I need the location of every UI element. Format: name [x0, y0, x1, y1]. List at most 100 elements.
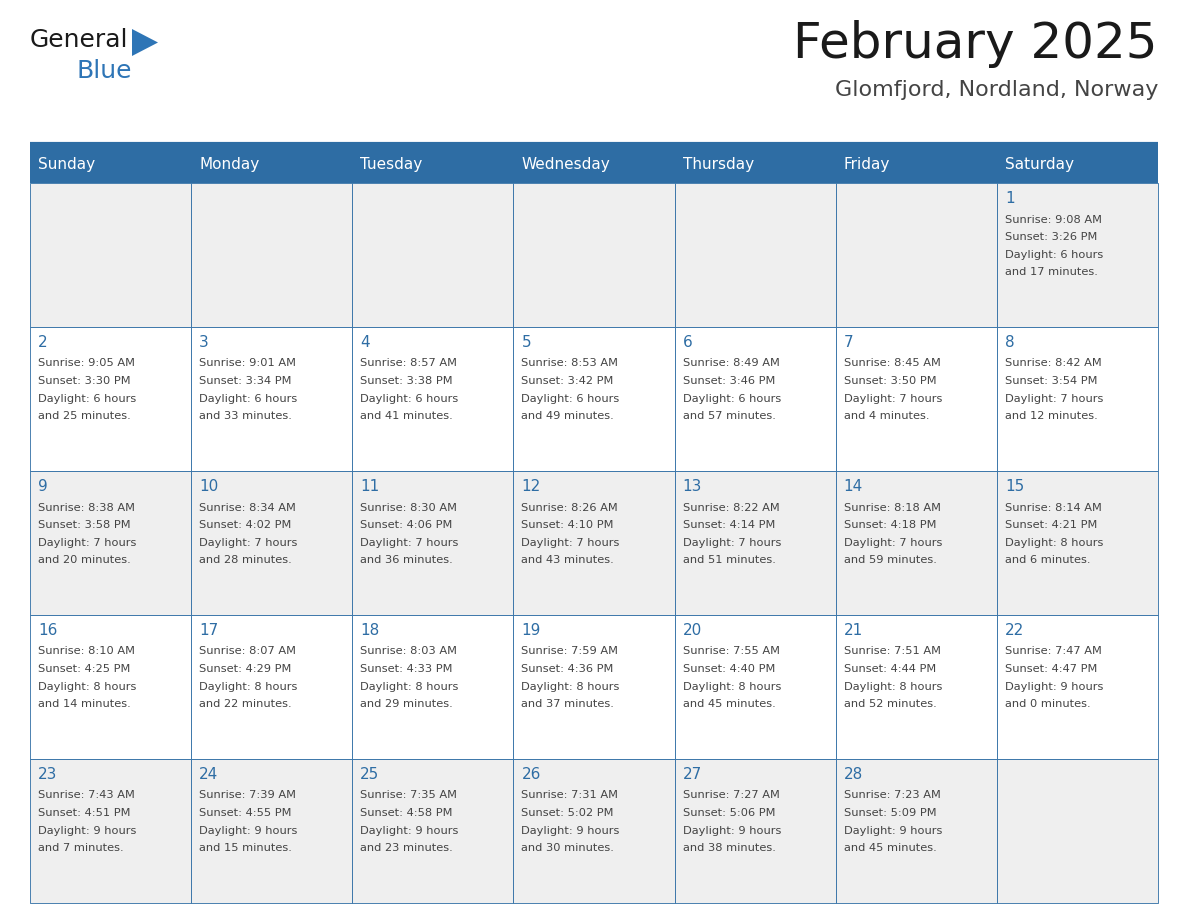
- Text: Sunset: 3:30 PM: Sunset: 3:30 PM: [38, 376, 131, 386]
- Bar: [30, 471, 191, 615]
- Bar: [30, 183, 191, 327]
- Text: and 25 minutes.: and 25 minutes.: [38, 411, 131, 421]
- Text: 12: 12: [522, 479, 541, 494]
- Text: 26: 26: [522, 767, 541, 782]
- Text: and 4 minutes.: and 4 minutes.: [843, 411, 929, 421]
- Text: 15: 15: [1005, 479, 1024, 494]
- Bar: [675, 327, 835, 471]
- Text: Daylight: 9 hours: Daylight: 9 hours: [1005, 681, 1104, 691]
- Text: Daylight: 7 hours: Daylight: 7 hours: [360, 538, 459, 547]
- Bar: [675, 615, 835, 759]
- Text: Sunset: 5:06 PM: Sunset: 5:06 PM: [683, 808, 775, 818]
- Text: and 28 minutes.: and 28 minutes.: [200, 555, 292, 565]
- Text: Daylight: 7 hours: Daylight: 7 hours: [522, 538, 620, 547]
- Text: 8: 8: [1005, 335, 1015, 350]
- Polygon shape: [132, 29, 158, 56]
- Text: 24: 24: [200, 767, 219, 782]
- Bar: [513, 615, 675, 759]
- Text: Sunset: 4:40 PM: Sunset: 4:40 PM: [683, 664, 775, 674]
- Text: and 43 minutes.: and 43 minutes.: [522, 555, 614, 565]
- Text: and 22 minutes.: and 22 minutes.: [200, 699, 292, 709]
- Text: Sunrise: 8:42 AM: Sunrise: 8:42 AM: [1005, 359, 1101, 368]
- Text: 7: 7: [843, 335, 853, 350]
- Text: Sunrise: 7:39 AM: Sunrise: 7:39 AM: [200, 790, 296, 800]
- Bar: [997, 145, 1158, 183]
- Text: Daylight: 7 hours: Daylight: 7 hours: [843, 538, 942, 547]
- Text: 27: 27: [683, 767, 702, 782]
- Text: Daylight: 8 hours: Daylight: 8 hours: [843, 681, 942, 691]
- Text: and 51 minutes.: and 51 minutes.: [683, 555, 776, 565]
- Text: 17: 17: [200, 623, 219, 638]
- Text: 23: 23: [38, 767, 57, 782]
- Bar: [191, 145, 353, 183]
- Bar: [513, 327, 675, 471]
- Text: Sunrise: 8:34 AM: Sunrise: 8:34 AM: [200, 502, 296, 512]
- Text: Sunrise: 7:31 AM: Sunrise: 7:31 AM: [522, 790, 619, 800]
- Text: Sunrise: 8:07 AM: Sunrise: 8:07 AM: [200, 646, 296, 656]
- Text: and 37 minutes.: and 37 minutes.: [522, 699, 614, 709]
- Text: Sunset: 4:44 PM: Sunset: 4:44 PM: [843, 664, 936, 674]
- Text: and 17 minutes.: and 17 minutes.: [1005, 267, 1098, 277]
- Text: 1: 1: [1005, 191, 1015, 206]
- Text: and 52 minutes.: and 52 minutes.: [843, 699, 936, 709]
- Bar: [513, 183, 675, 327]
- Text: Daylight: 9 hours: Daylight: 9 hours: [200, 825, 297, 835]
- Text: Sunrise: 8:38 AM: Sunrise: 8:38 AM: [38, 502, 135, 512]
- Text: and 45 minutes.: and 45 minutes.: [843, 843, 936, 853]
- Text: 16: 16: [38, 623, 57, 638]
- Text: Sunset: 4:58 PM: Sunset: 4:58 PM: [360, 808, 453, 818]
- Text: Sunrise: 7:43 AM: Sunrise: 7:43 AM: [38, 790, 135, 800]
- Text: 18: 18: [360, 623, 379, 638]
- Bar: [353, 615, 513, 759]
- Bar: [835, 327, 997, 471]
- Text: and 30 minutes.: and 30 minutes.: [522, 843, 614, 853]
- Text: 25: 25: [360, 767, 379, 782]
- Text: Sunset: 4:18 PM: Sunset: 4:18 PM: [843, 520, 936, 530]
- Text: and 15 minutes.: and 15 minutes.: [200, 843, 292, 853]
- Text: 9: 9: [38, 479, 48, 494]
- Text: and 41 minutes.: and 41 minutes.: [360, 411, 453, 421]
- Text: Sunrise: 8:49 AM: Sunrise: 8:49 AM: [683, 359, 779, 368]
- Text: Daylight: 8 hours: Daylight: 8 hours: [200, 681, 297, 691]
- Text: and 14 minutes.: and 14 minutes.: [38, 699, 131, 709]
- Bar: [513, 145, 675, 183]
- Text: Sunset: 3:38 PM: Sunset: 3:38 PM: [360, 376, 453, 386]
- Text: and 7 minutes.: and 7 minutes.: [38, 843, 124, 853]
- Text: and 36 minutes.: and 36 minutes.: [360, 555, 453, 565]
- Text: Blue: Blue: [77, 59, 133, 83]
- Text: Sunset: 4:02 PM: Sunset: 4:02 PM: [200, 520, 291, 530]
- Text: 5: 5: [522, 335, 531, 350]
- Text: Sunrise: 8:57 AM: Sunrise: 8:57 AM: [360, 359, 457, 368]
- Text: Sunrise: 8:30 AM: Sunrise: 8:30 AM: [360, 502, 457, 512]
- Text: Friday: Friday: [843, 156, 890, 172]
- Text: Sunrise: 7:47 AM: Sunrise: 7:47 AM: [1005, 646, 1101, 656]
- Text: General: General: [30, 28, 128, 52]
- Text: Sunrise: 9:01 AM: Sunrise: 9:01 AM: [200, 359, 296, 368]
- Text: Tuesday: Tuesday: [360, 156, 423, 172]
- Text: Sunrise: 8:22 AM: Sunrise: 8:22 AM: [683, 502, 779, 512]
- Bar: [353, 471, 513, 615]
- Text: Sunset: 4:25 PM: Sunset: 4:25 PM: [38, 664, 131, 674]
- Text: Daylight: 8 hours: Daylight: 8 hours: [522, 681, 620, 691]
- Text: Daylight: 9 hours: Daylight: 9 hours: [38, 825, 137, 835]
- Text: Sunrise: 7:59 AM: Sunrise: 7:59 AM: [522, 646, 619, 656]
- Bar: [835, 145, 997, 183]
- Text: Sunset: 5:09 PM: Sunset: 5:09 PM: [843, 808, 936, 818]
- Text: Daylight: 8 hours: Daylight: 8 hours: [683, 681, 781, 691]
- Bar: [353, 145, 513, 183]
- Text: and 6 minutes.: and 6 minutes.: [1005, 555, 1091, 565]
- Text: Daylight: 8 hours: Daylight: 8 hours: [360, 681, 459, 691]
- Text: Sunset: 3:46 PM: Sunset: 3:46 PM: [683, 376, 775, 386]
- Text: Daylight: 9 hours: Daylight: 9 hours: [843, 825, 942, 835]
- Text: 19: 19: [522, 623, 541, 638]
- Text: Sunset: 4:36 PM: Sunset: 4:36 PM: [522, 664, 614, 674]
- Text: Daylight: 8 hours: Daylight: 8 hours: [38, 681, 137, 691]
- Bar: [513, 471, 675, 615]
- Text: Sunset: 4:47 PM: Sunset: 4:47 PM: [1005, 664, 1098, 674]
- Text: Daylight: 7 hours: Daylight: 7 hours: [843, 394, 942, 404]
- Text: 21: 21: [843, 623, 862, 638]
- Text: and 20 minutes.: and 20 minutes.: [38, 555, 131, 565]
- Text: Daylight: 6 hours: Daylight: 6 hours: [360, 394, 459, 404]
- Bar: [675, 145, 835, 183]
- Text: Thursday: Thursday: [683, 156, 753, 172]
